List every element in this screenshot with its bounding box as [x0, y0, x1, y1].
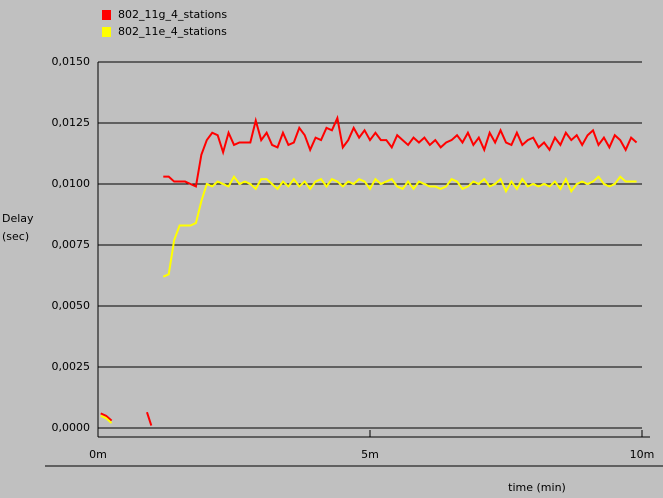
x-tick-label: 10m — [630, 448, 655, 461]
legend-swatch — [102, 27, 111, 37]
y-tick-label: 0,0000 — [52, 421, 91, 434]
y-tick-label: 0,0150 — [52, 55, 91, 68]
series-line — [100, 114, 638, 426]
y-axis-label: (sec) — [2, 230, 29, 243]
x-tick-label: 0m — [89, 448, 107, 461]
y-tick-label: 0,0100 — [52, 177, 91, 190]
x-axis-label: time (min) — [508, 481, 566, 494]
y-tick-label: 0,0050 — [52, 299, 91, 312]
legend-label: 802_11g_4_stations — [118, 8, 227, 21]
series-line — [100, 174, 637, 424]
x-tick-label: 5m — [361, 448, 379, 461]
y-axis-label: Delay — [2, 212, 34, 225]
legend-label: 802_11e_4_stations — [118, 25, 227, 38]
y-tick-label: 0,0075 — [52, 238, 91, 251]
y-tick-label: 0,0025 — [52, 360, 91, 373]
y-tick-label: 0,0125 — [52, 116, 91, 129]
legend-swatch — [102, 10, 111, 20]
